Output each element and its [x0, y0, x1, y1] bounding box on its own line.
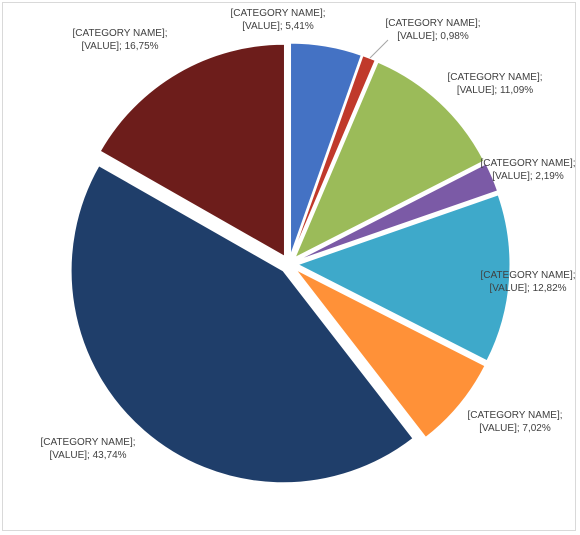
data-label-value: [VALUE]; 2,19% [492, 171, 564, 182]
pie-slice-8 [99, 43, 285, 258]
data-label-value: [VALUE]; 16,75% [81, 41, 158, 52]
data-label-category: [CATEGORY NAME]; [72, 28, 167, 39]
pie-slice-4 [297, 163, 499, 261]
data-label-2: [CATEGORY NAME]; [VALUE]; 0,98% [385, 18, 480, 42]
data-label-category: [CATEGORY NAME]; [40, 437, 135, 448]
pie-slice-3 [294, 61, 485, 259]
data-label-6: [CATEGORY NAME]; [VALUE]; 7,02% [467, 410, 562, 434]
data-label-category: [CATEGORY NAME]; [447, 72, 542, 83]
data-labels: [CATEGORY NAME]; [VALUE]; 5,41% [CATEGORY … [40, 8, 575, 461]
data-label-category: [CATEGORY NAME]; [385, 18, 480, 29]
data-label-8: [CATEGORY NAME]; [VALUE]; 16,75% [72, 28, 167, 52]
data-label-value: [VALUE]; 0,98% [397, 31, 469, 42]
data-label-value: [VALUE]; 5,41% [242, 21, 314, 32]
pie-slice-1 [290, 42, 362, 256]
pie-slice-2 [291, 55, 376, 256]
data-label-5: [CATEGORY NAME]; [VALUE]; 12,82% [480, 270, 575, 294]
leader-lines [369, 39, 389, 59]
data-label-category: [CATEGORY NAME]; [480, 270, 575, 281]
pie-slices [70, 42, 511, 484]
data-label-value: [VALUE]; 12,82% [489, 283, 566, 294]
data-label-value: [VALUE]; 11,09% [457, 85, 533, 96]
leader-line-2 [369, 39, 389, 59]
data-label-1: [CATEGORY NAME]; [VALUE]; 5,41% [230, 8, 325, 32]
data-label-7: [CATEGORY NAME]; [VALUE]; 43,74% [40, 437, 135, 461]
data-label-value: [VALUE]; 7,02% [479, 423, 551, 434]
data-label-4: [CATEGORY NAME]; [VALUE]; 2,19% [480, 158, 575, 182]
pie-slice-6 [295, 269, 486, 439]
data-label-category: [CATEGORY NAME]; [480, 158, 575, 169]
pie-slice-7 [70, 165, 414, 484]
data-label-category: [CATEGORY NAME]; [467, 410, 562, 421]
data-label-category: [CATEGORY NAME]; [230, 8, 325, 19]
pie-slice-5 [296, 194, 511, 362]
data-label-value: [VALUE]; 43,74% [49, 450, 126, 461]
data-label-3: [CATEGORY NAME]; [VALUE]; 11,09% [447, 72, 542, 96]
